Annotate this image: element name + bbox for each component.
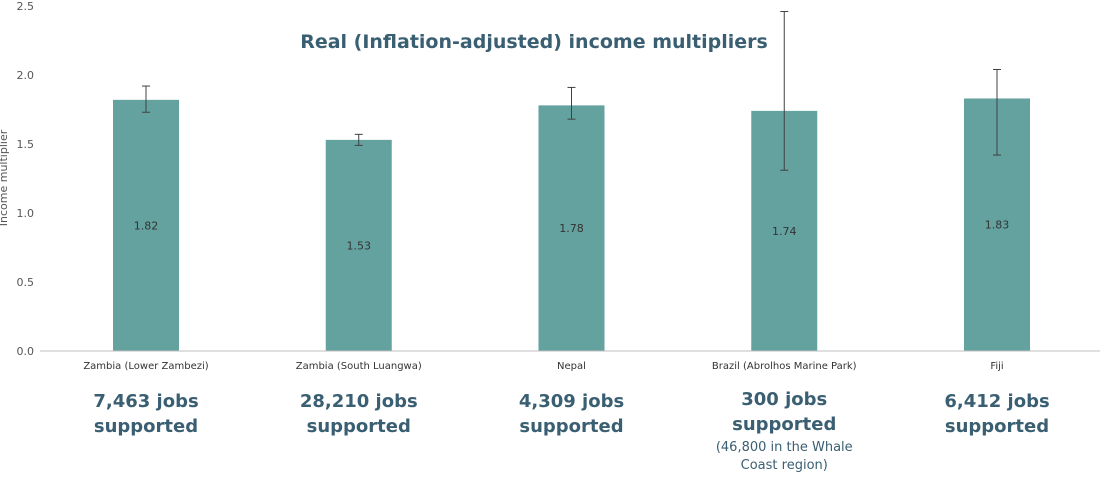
jobs-supported-label: supported (307, 416, 411, 437)
y-tick-label: 2.0 (17, 69, 35, 82)
bar-value-label: 1.82 (134, 219, 159, 232)
category-label: Zambia (Lower Zambezi) (83, 361, 208, 372)
bar-value-label: 1.74 (772, 225, 797, 238)
jobs-count: 6,412 jobs (944, 391, 1049, 412)
y-tick-label: 1.5 (17, 138, 35, 151)
category-label: Nepal (557, 361, 586, 372)
y-tick-label: 2.5 (17, 0, 35, 13)
bar-value-label: 1.53 (347, 239, 372, 252)
y-axis-title: Income multiplier (0, 129, 10, 226)
category-labels: Zambia (Lower Zambezi) Zambia (South Luan… (83, 361, 1003, 372)
category-label: Zambia (South Luangwa) (296, 361, 422, 372)
jobs-annotations: 7,463 jobs supported 28,210 jobs supported 4… (93, 389, 1049, 473)
bar (113, 99, 179, 351)
y-tick-label: 0.0 (17, 345, 35, 358)
y-tick-label: 0.5 (17, 276, 35, 289)
jobs-count: 7,463 jobs (93, 391, 198, 412)
chart-title: Real (Inflation-adjusted) income multipl… (300, 31, 768, 53)
bars-group: 1.82 1.53 1.78 1.74 1.83 (113, 11, 1030, 352)
jobs-count: 300 jobs (741, 389, 827, 410)
jobs-count: 4,309 jobs (519, 391, 624, 412)
bar (325, 139, 392, 351)
category-label: Brazil (Abrolhos Marine Park) (712, 361, 857, 372)
jobs-note: Coast region) (741, 458, 828, 473)
jobs-supported-label: supported (732, 414, 836, 435)
category-label: Fiji (990, 361, 1003, 372)
jobs-note: (46,800 in the Whale (716, 440, 853, 455)
jobs-supported-label: supported (94, 416, 198, 437)
bar (538, 105, 605, 351)
bar-value-label: 1.83 (985, 219, 1010, 232)
jobs-count: 28,210 jobs (300, 391, 418, 412)
jobs-supported-label: supported (945, 416, 1049, 437)
y-tick-label: 1.0 (17, 207, 35, 220)
jobs-supported-label: supported (519, 416, 623, 437)
bar-value-label: 1.78 (559, 222, 584, 235)
y-axis: 0.0 0.5 1.0 1.5 2.0 2.5 (17, 0, 35, 358)
